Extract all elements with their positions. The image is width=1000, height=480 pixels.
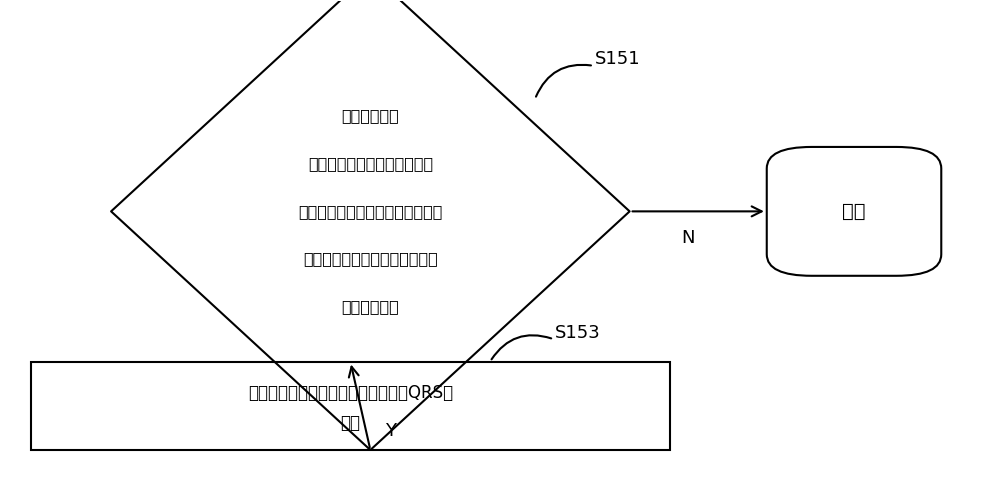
Text: 电信号数据段: 电信号数据段 bbox=[341, 300, 399, 314]
Text: 检测形态变换: 检测形态变换 bbox=[341, 108, 399, 123]
Text: 结束: 结束 bbox=[842, 202, 866, 221]
Text: S151: S151 bbox=[595, 49, 640, 68]
Text: N: N bbox=[681, 228, 695, 247]
Text: 否存在持续预设时间段均大于第一: 否存在持续预设时间段均大于第一 bbox=[298, 204, 443, 219]
Text: Y: Y bbox=[385, 422, 396, 440]
Text: 输出的动态心电信号数据中是: 输出的动态心电信号数据中是 bbox=[308, 156, 433, 171]
Bar bbox=[31, 362, 670, 450]
Text: 合波: 合波 bbox=[340, 415, 360, 432]
Text: S153: S153 bbox=[555, 324, 601, 342]
Text: 阈值或者小于第二阈值的动态心: 阈值或者小于第二阈值的动态心 bbox=[303, 252, 438, 266]
Text: 搜索定位该动态心电信号数据段中的QRS复: 搜索定位该动态心电信号数据段中的QRS复 bbox=[248, 384, 453, 402]
